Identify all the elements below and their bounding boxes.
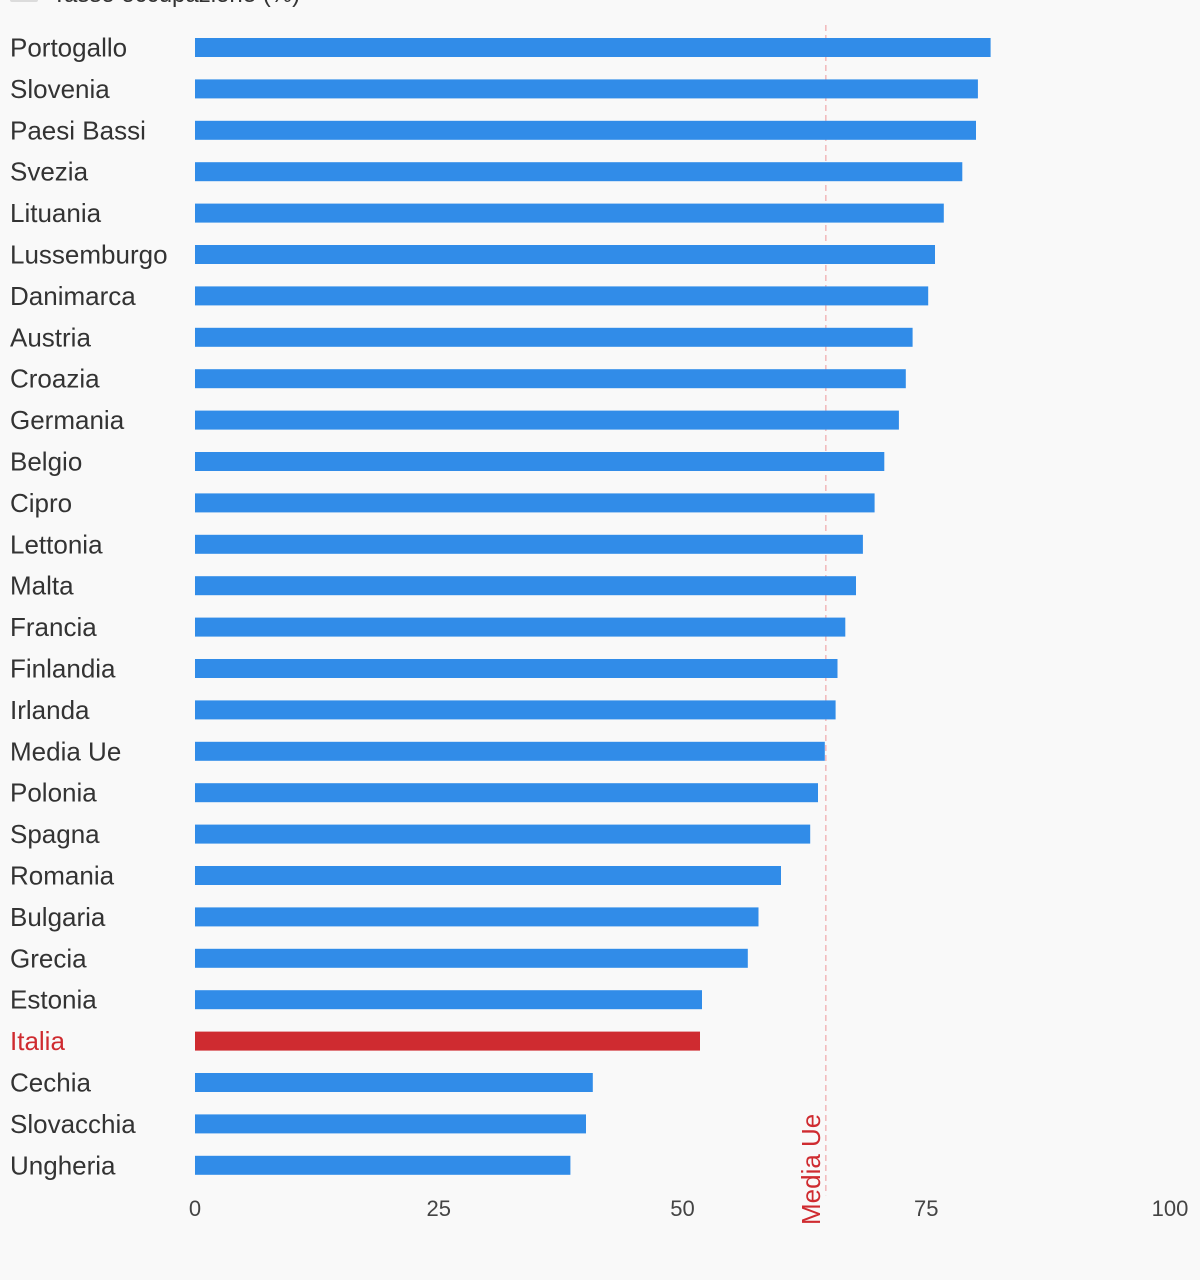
- bar-media-ue: [195, 741, 825, 761]
- x-tick-label-75: 75: [914, 1196, 938, 1221]
- x-tick-label-0: 0: [189, 1196, 201, 1221]
- category-label-media-ue: Media Ue: [10, 736, 121, 766]
- category-label-cipro: Cipro: [10, 488, 72, 518]
- category-label-danimarca: Danimarca: [10, 281, 136, 311]
- category-label-malta: Malta: [10, 571, 74, 601]
- bar-germania: [195, 410, 899, 430]
- category-label-germania: Germania: [10, 405, 125, 435]
- bar-lussemburgo: [195, 245, 935, 264]
- bar-portogallo: [195, 38, 991, 57]
- category-label-finlandia: Finlandia: [10, 654, 116, 684]
- category-label-austria: Austria: [10, 322, 91, 352]
- bar-paesi-bassi: [195, 120, 976, 140]
- bar-lettonia: [195, 534, 863, 554]
- bar-belgio: [195, 452, 885, 471]
- legend: Tasso occupazione (%): [10, 0, 300, 8]
- x-tick-label-25: 25: [427, 1196, 451, 1221]
- category-label-portogallo: Portogallo: [10, 33, 127, 63]
- bar-finlandia: [195, 659, 838, 678]
- category-label-slovenia: Slovenia: [10, 74, 110, 104]
- bar-bulgaria: [195, 907, 759, 927]
- bar-croazia: [195, 369, 906, 389]
- category-label-bulgaria: Bulgaria: [10, 902, 106, 932]
- category-label-spagna: Spagna: [10, 819, 100, 849]
- category-label-lussemburgo: Lussemburgo: [10, 240, 168, 270]
- bar-slovenia: [195, 79, 978, 99]
- category-label-polonia: Polonia: [10, 778, 97, 808]
- bar-austria: [195, 327, 913, 347]
- bar-svezia: [195, 162, 963, 182]
- bar-estonia: [195, 990, 702, 1010]
- bar-malta: [195, 576, 856, 596]
- category-label-croazia: Croazia: [10, 364, 100, 394]
- bar-lituania: [195, 203, 944, 223]
- category-label-svezia: Svezia: [10, 157, 89, 187]
- bar-ungheria: [195, 1155, 571, 1175]
- category-label-ungheria: Ungheria: [10, 1150, 116, 1180]
- bar-spagna: [195, 824, 811, 844]
- category-label-cechia: Cechia: [10, 1068, 91, 1098]
- category-label-slovacchia: Slovacchia: [10, 1109, 136, 1139]
- bar-romania: [195, 866, 781, 885]
- bar-danimarca: [195, 286, 929, 306]
- category-label-francia: Francia: [10, 612, 97, 642]
- bar-italia: [195, 1031, 700, 1051]
- category-label-belgio: Belgio: [10, 447, 82, 477]
- bar-irlanda: [195, 700, 836, 720]
- bar-francia: [195, 617, 846, 637]
- category-label-estonia: Estonia: [10, 985, 97, 1015]
- bar-cipro: [195, 493, 875, 513]
- bar-cechia: [195, 1073, 593, 1092]
- category-label-italia: Italia: [10, 1026, 65, 1056]
- bar-grecia: [195, 948, 748, 968]
- bar-slovacchia: [195, 1114, 586, 1134]
- bar-polonia: [195, 783, 818, 803]
- category-label-grecia: Grecia: [10, 943, 87, 973]
- x-tick-label-100: 100: [1152, 1196, 1189, 1221]
- reference-line-label: Media Ue: [796, 1114, 826, 1225]
- category-label-irlanda: Irlanda: [10, 695, 90, 725]
- category-label-paesi-bassi: Paesi Bassi: [10, 115, 146, 145]
- legend-label: Tasso occupazione (%): [52, 0, 300, 8]
- category-label-romania: Romania: [10, 861, 115, 891]
- category-label-lettonia: Lettonia: [10, 529, 103, 559]
- x-tick-label-50: 50: [670, 1196, 694, 1221]
- legend-swatch: [10, 0, 38, 2]
- category-label-lituania: Lituania: [10, 198, 102, 228]
